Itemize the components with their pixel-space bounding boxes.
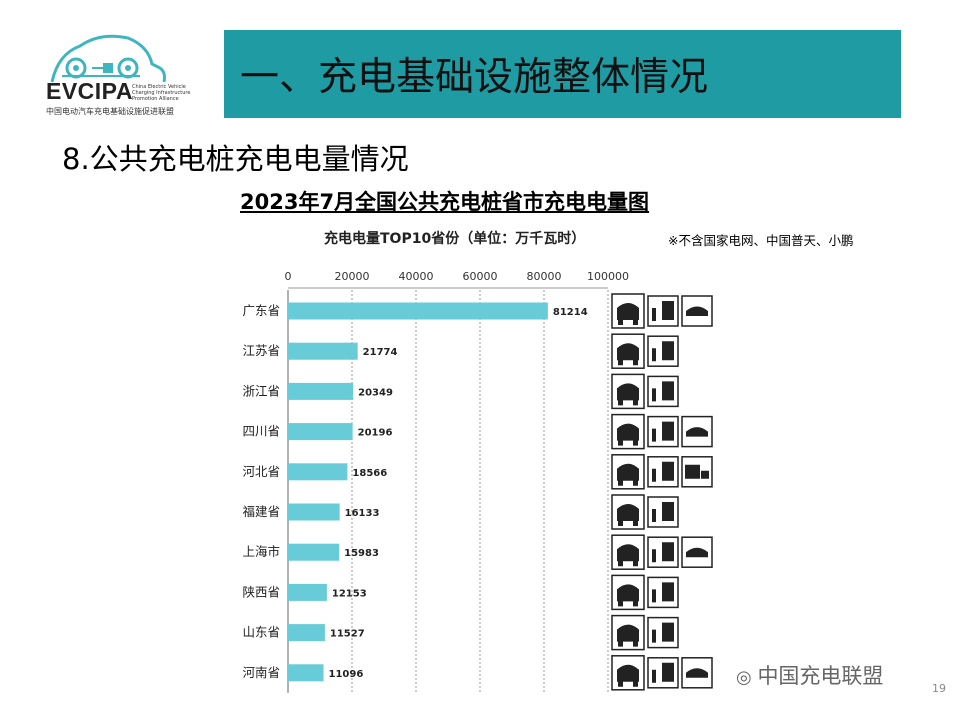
- data-label: 11527: [330, 629, 365, 640]
- car-icon: [611, 655, 645, 691]
- car-icon: [611, 333, 645, 369]
- category-label: 福建省: [242, 504, 280, 519]
- car-icon: [611, 574, 645, 611]
- data-label: 20196: [358, 428, 393, 439]
- x-tick-label: 80000: [527, 270, 562, 283]
- taxi-icon: [681, 415, 713, 448]
- taxi-icon: [681, 536, 713, 568]
- taxi-icon: [681, 657, 713, 689]
- bar: [288, 664, 324, 682]
- chart-title: 2023年7月全国公共充电桩省市充电电量图: [240, 190, 650, 214]
- car-icon: [611, 454, 645, 490]
- bar: [288, 624, 325, 642]
- data-label: 16133: [345, 508, 380, 519]
- category-label: 四川省: [242, 424, 280, 439]
- bar: [288, 302, 548, 320]
- page-title: 一、充电基础设施整体情况: [240, 55, 709, 100]
- x-tick-label: 20000: [335, 270, 370, 283]
- bus-icon: [647, 375, 679, 408]
- logo-chinese: 中国电动汽车充电基础设施促进联盟: [46, 107, 174, 116]
- car-icon: [611, 494, 645, 530]
- category-label: 河北省: [242, 464, 280, 479]
- x-tick-label: 100000: [587, 270, 629, 283]
- car-icon: [611, 534, 645, 570]
- category-label: 河南省: [242, 665, 280, 680]
- logo-english: China Electric Vehicle Charging Infrastr…: [132, 84, 191, 102]
- truck-icon: [681, 456, 713, 488]
- header-banner: [224, 30, 901, 118]
- x-tick-label: 0: [285, 270, 292, 283]
- wechat-icon: ◎: [736, 667, 758, 688]
- bar: [288, 423, 353, 441]
- bar: [288, 342, 358, 360]
- car-icon: [611, 373, 645, 410]
- data-label: 20349: [358, 387, 393, 398]
- category-label: 浙江省: [242, 383, 280, 398]
- car-icon: [611, 614, 645, 651]
- category-label: 上海市: [242, 544, 280, 559]
- bus-icon: [647, 657, 679, 689]
- chart-note: ※不含国家电网、中国普天、小鹏: [668, 233, 854, 248]
- bar: [288, 503, 340, 521]
- x-tick-label: 40000: [399, 270, 434, 283]
- page-number: 19: [932, 682, 946, 695]
- bar: [288, 583, 327, 601]
- section-title: 8.公共充电桩充电电量情况: [62, 142, 409, 176]
- category-label: 江苏省: [242, 343, 280, 358]
- bus-icon: [647, 456, 679, 488]
- data-label: 15983: [344, 548, 379, 559]
- logo-wordmark: EVCIPA: [46, 78, 133, 104]
- car-icon: [611, 413, 645, 450]
- bar: [288, 463, 348, 481]
- bus-icon: [647, 415, 679, 448]
- footer-brand: ◎ 中国充电联盟: [736, 664, 884, 688]
- category-label: 山东省: [242, 625, 280, 640]
- data-label: 21774: [363, 347, 398, 358]
- bus-icon: [647, 295, 679, 327]
- bar: [288, 543, 340, 561]
- x-tick-label: 60000: [463, 270, 498, 283]
- data-label: 18566: [352, 468, 387, 479]
- category-label: 陕西省: [242, 584, 280, 599]
- taxi-icon: [681, 295, 713, 327]
- evcipa-logo: [50, 34, 166, 83]
- data-label: 81214: [553, 307, 588, 318]
- bus-icon: [647, 576, 679, 609]
- car-icon: [611, 293, 645, 329]
- bus-icon: [647, 536, 679, 568]
- bus-icon: [647, 616, 679, 649]
- category-label: 广东省: [242, 303, 280, 318]
- bar: [288, 382, 354, 400]
- bus-icon: [647, 335, 679, 367]
- bus-icon: [647, 496, 679, 528]
- data-label: 11096: [329, 669, 364, 680]
- chart-subtitle: 充电电量TOP10省份（单位：万千瓦时）: [324, 231, 586, 247]
- data-label: 12153: [332, 588, 367, 599]
